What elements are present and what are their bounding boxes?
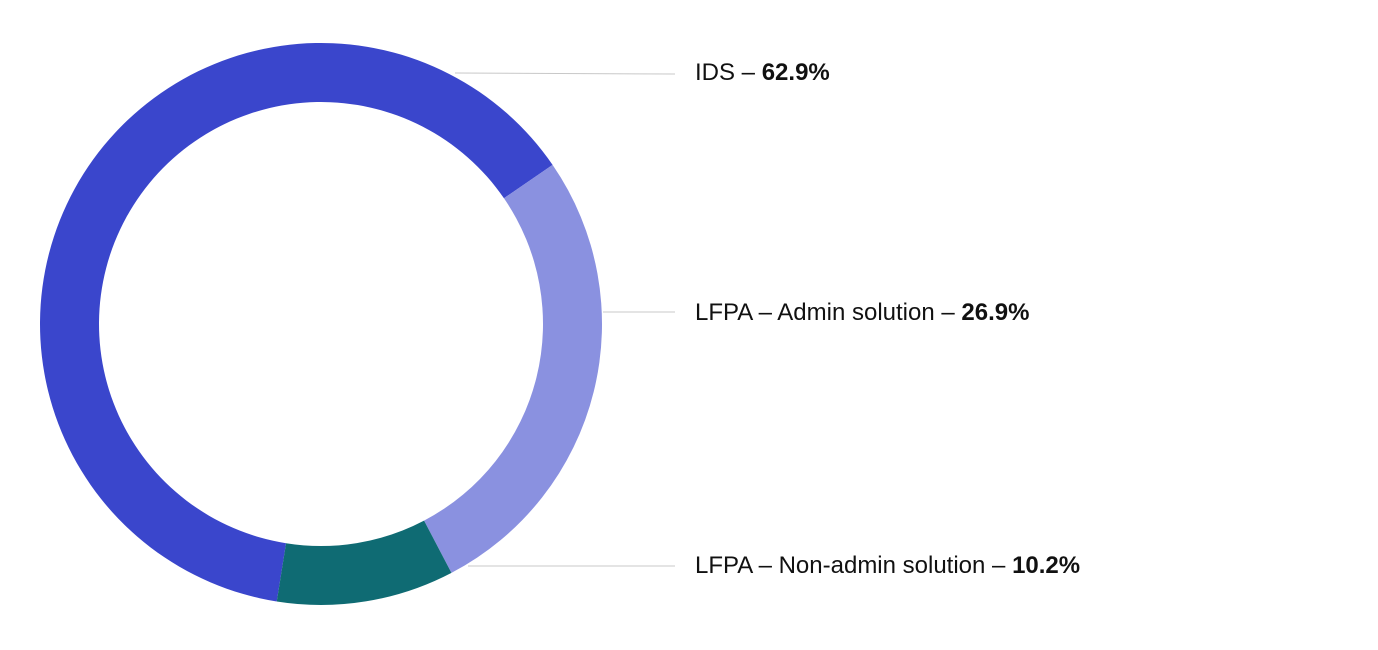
slice-label-value: 10.2% (1012, 552, 1080, 579)
slice-label-name: LFPA – Admin solution – (695, 299, 961, 326)
slice-label-value: 62.9% (762, 59, 830, 86)
slice-lfpa-admin-solution (424, 164, 602, 573)
slice-label-lfpa-non-admin-solution: LFPA – Non-admin solution – 10.2% (695, 552, 1080, 579)
slice-label-lfpa-admin-solution: LFPA – Admin solution – 26.9% (695, 299, 1029, 326)
slice-label-name: LFPA – Non-admin solution – (695, 552, 1012, 579)
slice-label-name: IDS – (695, 59, 762, 86)
slice-label-ids: IDS – 62.9% (695, 59, 830, 86)
leader-line-ids (454, 72, 676, 75)
slice-label-value: 26.9% (961, 299, 1029, 326)
slice-lfpa-non-admin-solution (276, 520, 452, 605)
